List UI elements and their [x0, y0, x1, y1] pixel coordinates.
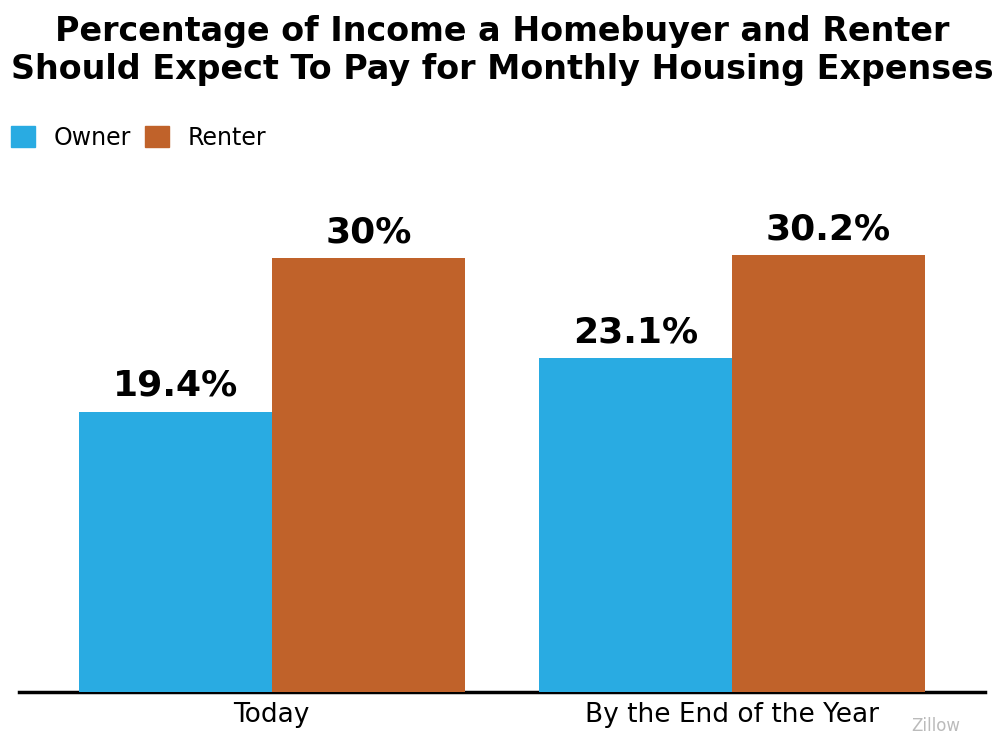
Text: 30%: 30% — [325, 216, 412, 250]
Text: 30.2%: 30.2% — [766, 213, 891, 247]
Bar — [539, 358, 732, 692]
Text: 19.4%: 19.4% — [113, 369, 238, 403]
Text: 23.1%: 23.1% — [573, 316, 698, 350]
Bar — [732, 256, 925, 692]
Bar — [79, 412, 272, 692]
Text: Zillow: Zillow — [911, 717, 960, 735]
Bar — [272, 259, 465, 692]
Title: Percentage of Income a Homebuyer and Renter
Should Expect To Pay for Monthly Hou: Percentage of Income a Homebuyer and Ren… — [11, 15, 993, 86]
Legend: Owner, Renter: Owner, Renter — [11, 126, 266, 150]
